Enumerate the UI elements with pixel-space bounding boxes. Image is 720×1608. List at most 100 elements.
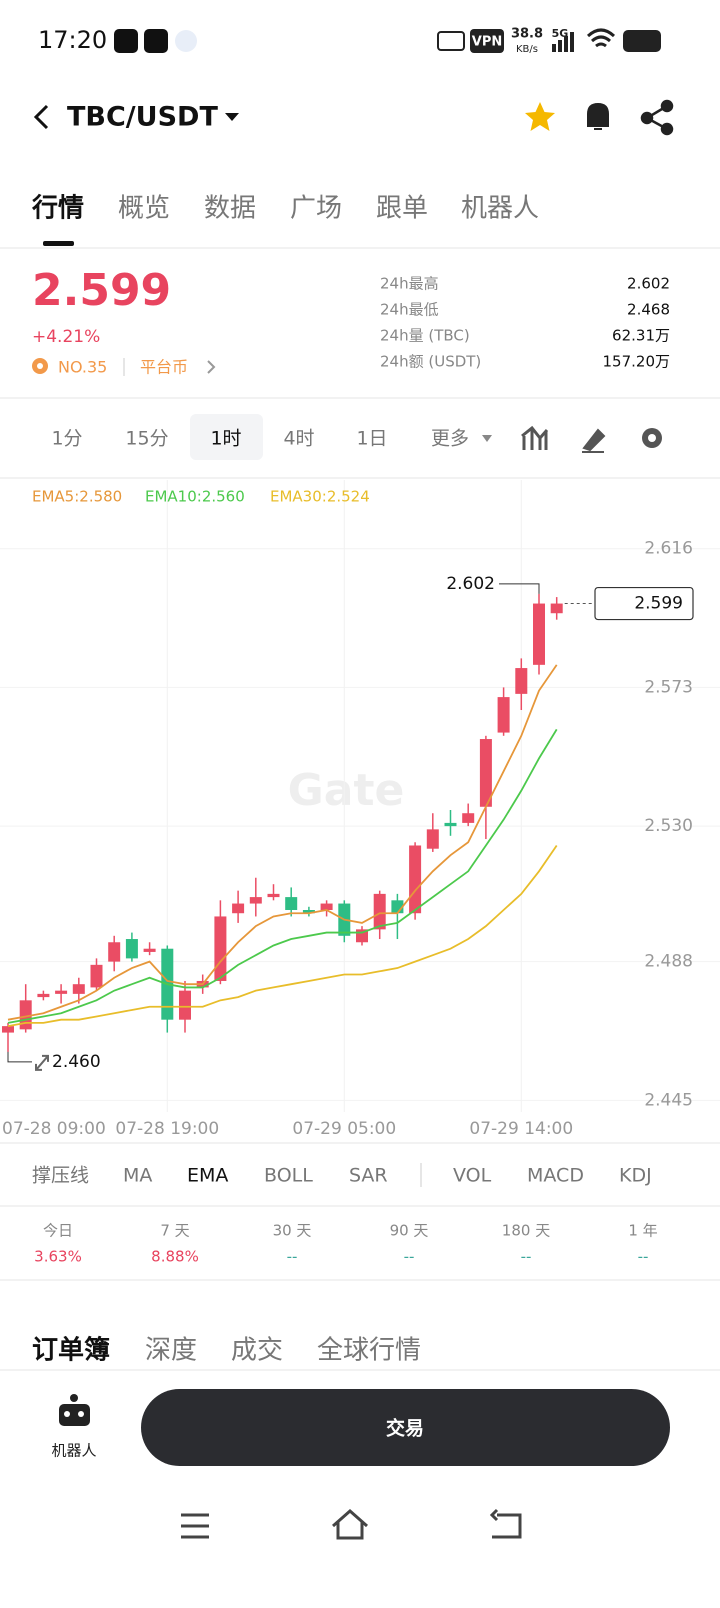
y-tick-label: 2.488 (644, 952, 693, 972)
candle-body (267, 893, 280, 898)
candle-body (37, 993, 50, 998)
book-tabs: 订单簿 深度 成交 全球行情 (32, 1336, 421, 1366)
period-label: 90 天 (390, 1222, 429, 1240)
indicator-tab[interactable]: 撑压线 (32, 1165, 89, 1187)
book-tab[interactable]: 深度 (145, 1336, 197, 1366)
candle-body (373, 893, 386, 930)
candle-body (462, 813, 475, 823)
candle-body (125, 939, 138, 959)
draw-icon[interactable] (582, 428, 606, 453)
candle-body (426, 829, 439, 849)
interval-tab[interactable]: 1分 (51, 428, 82, 450)
indicator-tab[interactable]: MACD (527, 1165, 584, 1187)
interval-tab[interactable]: 15分 (125, 428, 168, 450)
stat-value: 62.31万 (612, 327, 670, 345)
status-time: 17:20 (38, 26, 107, 54)
rank: NO.35 (58, 358, 107, 377)
period-change: 8.88% (151, 1248, 199, 1266)
candle-body (72, 984, 85, 994)
main-tab[interactable]: 跟单 (376, 194, 428, 224)
main-tab[interactable]: 数据 (204, 194, 256, 224)
candle-body (232, 903, 245, 914)
alert-bell[interactable] (587, 102, 609, 130)
indicator-tab[interactable]: BOLL (264, 1165, 313, 1187)
indicator-tab[interactable]: KDJ (619, 1165, 652, 1187)
main-tab[interactable]: 概览 (118, 194, 170, 224)
interval-tab[interactable]: 1日 (356, 428, 387, 450)
interval-tab[interactable]: 1时 (210, 428, 241, 450)
candle-body (302, 910, 315, 914)
watermark: Gate (288, 765, 405, 816)
main-tab[interactable]: 广场 (290, 194, 342, 224)
legend-entry: EMA5:2.580 (32, 488, 122, 506)
last-price-label: 2.599 (634, 594, 683, 614)
trade-button[interactable] (141, 1389, 670, 1466)
high-marker-line (499, 583, 540, 594)
ema-line (7, 664, 558, 1021)
nav-home[interactable] (332, 1508, 368, 1540)
book-tab[interactable]: 成交 (231, 1336, 283, 1366)
nav-back[interactable] (489, 1508, 522, 1539)
nav-menu[interactable] (181, 1513, 209, 1539)
legend-entry: EMA30:2.524 (270, 488, 370, 506)
app-icon (114, 29, 138, 53)
stat-value: 2.602 (627, 275, 670, 293)
vpn-text: VPN (472, 35, 502, 50)
pair-title[interactable]: TBC/USDT (67, 102, 218, 133)
period-change: 3.63% (34, 1248, 82, 1266)
candle-body (533, 603, 545, 665)
indicator-icon[interactable] (521, 425, 549, 450)
share-button[interactable] (640, 99, 674, 136)
candle-body (90, 964, 103, 988)
wifi-icon (586, 28, 616, 48)
candle-body (2, 1026, 14, 1033)
candle-body (55, 990, 68, 994)
x-tick-label: 07-28 19:00 (115, 1119, 219, 1139)
chevron[interactable] (207, 360, 216, 374)
y-tick-label: 2.445 (644, 1090, 693, 1110)
candle-body (214, 916, 227, 981)
main-tab[interactable]: 机器人 (461, 194, 539, 224)
low-marker-line (7, 1051, 32, 1063)
settings-icon-hole (648, 434, 656, 442)
robot-label[interactable]: 机器人 (51, 1442, 96, 1460)
candlestick-chart: Gate 2.445 2.488 2.530 2.573 2.616 07-28 09:00… (0, 480, 720, 1139)
main-tab[interactable]: 行情 (31, 193, 84, 224)
book-tab[interactable]: 全球行情 (317, 1336, 421, 1366)
expand-icon[interactable] (35, 1054, 49, 1071)
category-tag[interactable]: 平台币 (140, 358, 188, 377)
favorite-star[interactable] (525, 102, 555, 131)
pair-dropdown[interactable] (225, 113, 239, 121)
main-tabs: 行情 概览 数据 广场 跟单 机器人 (31, 193, 539, 224)
high-marker-label: 2.602 (446, 574, 495, 594)
period-change: -- (404, 1248, 415, 1266)
x-tick-label: 07-29 05:00 (292, 1119, 396, 1139)
robot-icon[interactable] (59, 1394, 90, 1426)
back-button[interactable] (33, 104, 49, 130)
candle-body (550, 603, 563, 614)
ema-line (7, 844, 558, 1028)
more-dropdown[interactable] (482, 435, 492, 442)
vibrate-icon (437, 31, 465, 51)
candle-body (143, 948, 156, 952)
indicator-tab[interactable]: EMA (187, 1165, 228, 1187)
x-tick-label: 07-28 09:00 (2, 1119, 106, 1139)
candle-body (444, 822, 457, 827)
stat-label: 24h额 (USDT) (380, 353, 481, 371)
interval-tab[interactable]: 更多 (431, 428, 469, 450)
indicator-tab[interactable]: SAR (349, 1165, 388, 1187)
signal-icon (552, 32, 574, 52)
interval-tab[interactable]: 4时 (283, 428, 314, 450)
stat-value: 157.20万 (603, 353, 671, 371)
indicator-tab[interactable]: VOL (453, 1165, 492, 1187)
trade-label[interactable]: 交易 (386, 1417, 424, 1440)
low-marker-label: 2.460 (52, 1052, 101, 1072)
y-tick-label: 2.530 (644, 816, 693, 836)
book-tab[interactable]: 订单簿 (32, 1336, 110, 1366)
indicator-tab[interactable]: MA (123, 1165, 152, 1187)
net-speed-unit: KB/s (516, 44, 538, 55)
candle-body (285, 897, 298, 910)
indicator-tabs: 撑压线 MA EMA BOLL SAR VOL MACD KDJ (32, 1165, 652, 1187)
period-change: -- (287, 1248, 298, 1266)
